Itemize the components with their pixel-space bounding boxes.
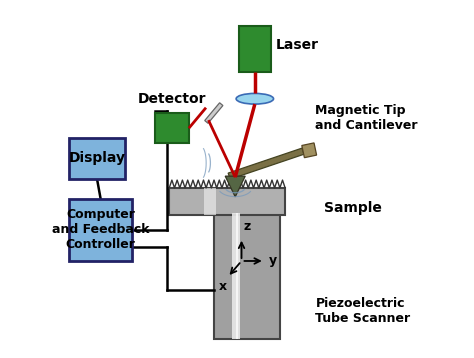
Text: Piezoelectric
Tube Scanner: Piezoelectric Tube Scanner <box>316 297 410 325</box>
Bar <box>236 213 238 339</box>
Bar <box>214 213 280 339</box>
Text: Detector: Detector <box>138 92 206 106</box>
Text: y: y <box>269 255 277 267</box>
Polygon shape <box>205 103 223 123</box>
Text: Magnetic Tip
and Cantilever: Magnetic Tip and Cantilever <box>316 105 418 132</box>
Polygon shape <box>302 143 317 158</box>
Bar <box>232 213 240 339</box>
Bar <box>69 138 125 179</box>
Polygon shape <box>228 148 304 179</box>
Text: Sample: Sample <box>324 200 382 214</box>
Bar <box>204 188 216 215</box>
Text: Display: Display <box>69 151 126 165</box>
Bar <box>239 26 271 72</box>
Ellipse shape <box>236 93 273 104</box>
Bar <box>169 188 285 215</box>
Text: Laser: Laser <box>276 38 319 52</box>
Bar <box>155 113 189 143</box>
Text: Computer
and Feedback
Controller: Computer and Feedback Controller <box>52 208 149 251</box>
Bar <box>69 199 132 261</box>
Polygon shape <box>225 176 245 197</box>
Text: z: z <box>243 220 251 233</box>
Text: x: x <box>219 280 227 293</box>
